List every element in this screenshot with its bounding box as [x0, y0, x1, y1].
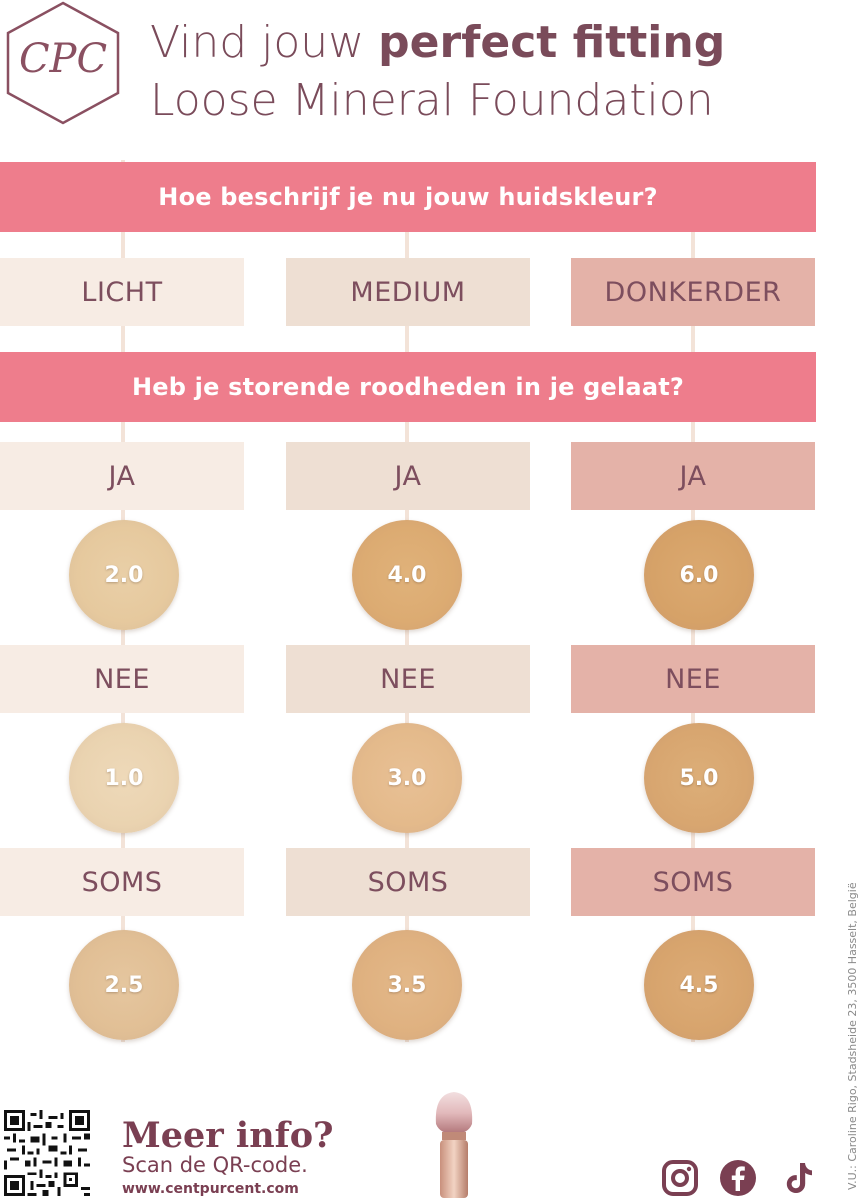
- connector-line: [691, 324, 695, 352]
- title-prefix: Vind jouw: [150, 17, 379, 68]
- publisher-notice: V.U.: Caroline Rigo, Stadsheide 23, 3500…: [846, 882, 859, 1190]
- connector-line: [121, 232, 125, 258]
- qr-code-icon[interactable]: [4, 1110, 90, 1196]
- brush-icon: [435, 1092, 473, 1198]
- connector-line: [405, 324, 409, 352]
- answer-soms-medium[interactable]: SOMS: [286, 848, 530, 916]
- shade-pot-3-5[interactable]: 3.5: [352, 930, 462, 1040]
- logo-text: CPC: [19, 36, 107, 82]
- shade-pot-1-0[interactable]: 1.0: [69, 723, 179, 833]
- shade-pot-5-0[interactable]: 5.0: [644, 723, 754, 833]
- shade-pot-4-0[interactable]: 4.0: [352, 520, 462, 630]
- connector-line: [121, 324, 125, 352]
- shade-pot-4-5[interactable]: 4.5: [644, 930, 754, 1040]
- answer-ja-donkerder[interactable]: JA: [571, 442, 815, 510]
- meer-info-heading: Meer info?: [122, 1115, 334, 1156]
- answer-soms-donkerder[interactable]: SOMS: [571, 848, 815, 916]
- shade-pot-2-0[interactable]: 2.0: [69, 520, 179, 630]
- scan-instruction: Scan de QR-code.: [122, 1153, 308, 1177]
- answer-ja-licht[interactable]: JA: [0, 442, 244, 510]
- shade-label: 3.0: [387, 765, 427, 791]
- option-medium[interactable]: MEDIUM: [286, 258, 530, 326]
- answer-nee-licht[interactable]: NEE: [0, 645, 244, 713]
- shade-label: 2.5: [104, 972, 144, 998]
- shade-label: 3.5: [387, 972, 427, 998]
- connector-line: [405, 232, 409, 258]
- page-title: Vind jouw perfect fitting Loose Mineral …: [150, 14, 725, 130]
- website-link[interactable]: www.centpurcent.com: [122, 1181, 299, 1197]
- shade-pot-6-0[interactable]: 6.0: [644, 520, 754, 630]
- instagram-icon[interactable]: [660, 1158, 700, 1198]
- shade-label: 2.0: [104, 562, 144, 588]
- shade-label: 5.0: [679, 765, 719, 791]
- logo: CPC: [6, 1, 120, 125]
- shade-pot-2-5[interactable]: 2.5: [69, 930, 179, 1040]
- connector-line: [691, 232, 695, 258]
- title-line-2: Loose Mineral Foundation: [150, 75, 714, 126]
- title-line-1: Vind jouw perfect fitting: [150, 14, 725, 72]
- title-bold: perfect fitting: [378, 17, 726, 68]
- shade-label: 6.0: [679, 562, 719, 588]
- shade-pot-3-0[interactable]: 3.0: [352, 723, 462, 833]
- answer-nee-medium[interactable]: NEE: [286, 645, 530, 713]
- option-licht[interactable]: LICHT: [0, 258, 244, 326]
- facebook-icon[interactable]: [718, 1158, 758, 1198]
- question-skin-color: Hoe beschrijf je nu jouw huidskleur?: [0, 162, 816, 232]
- question-redness: Heb je storende roodheden in je gelaat?: [0, 352, 816, 422]
- answer-soms-licht[interactable]: SOMS: [0, 848, 244, 916]
- shade-label: 4.0: [387, 562, 427, 588]
- shade-label: 4.5: [679, 972, 719, 998]
- shade-label: 1.0: [104, 765, 144, 791]
- option-donkerder[interactable]: DONKERDER: [571, 258, 815, 326]
- answer-nee-donkerder[interactable]: NEE: [571, 645, 815, 713]
- tiktok-icon[interactable]: [778, 1158, 818, 1198]
- answer-ja-medium[interactable]: JA: [286, 442, 530, 510]
